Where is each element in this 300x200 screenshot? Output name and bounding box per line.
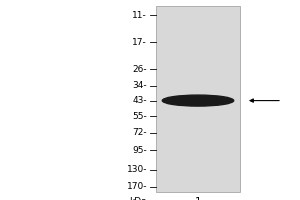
- Text: 72-: 72-: [132, 128, 147, 137]
- Bar: [156, 6, 240, 192]
- Text: 43-: 43-: [132, 96, 147, 105]
- Text: 170-: 170-: [127, 182, 147, 191]
- Text: 26-: 26-: [132, 65, 147, 74]
- Text: 34-: 34-: [132, 81, 147, 90]
- Ellipse shape: [162, 95, 234, 106]
- Text: 17-: 17-: [132, 38, 147, 47]
- Text: kDa: kDa: [129, 198, 147, 200]
- Text: 11-: 11-: [132, 11, 147, 20]
- Text: 130-: 130-: [127, 165, 147, 174]
- Text: 1: 1: [195, 197, 201, 200]
- Text: 55-: 55-: [132, 112, 147, 121]
- Text: 95-: 95-: [132, 146, 147, 155]
